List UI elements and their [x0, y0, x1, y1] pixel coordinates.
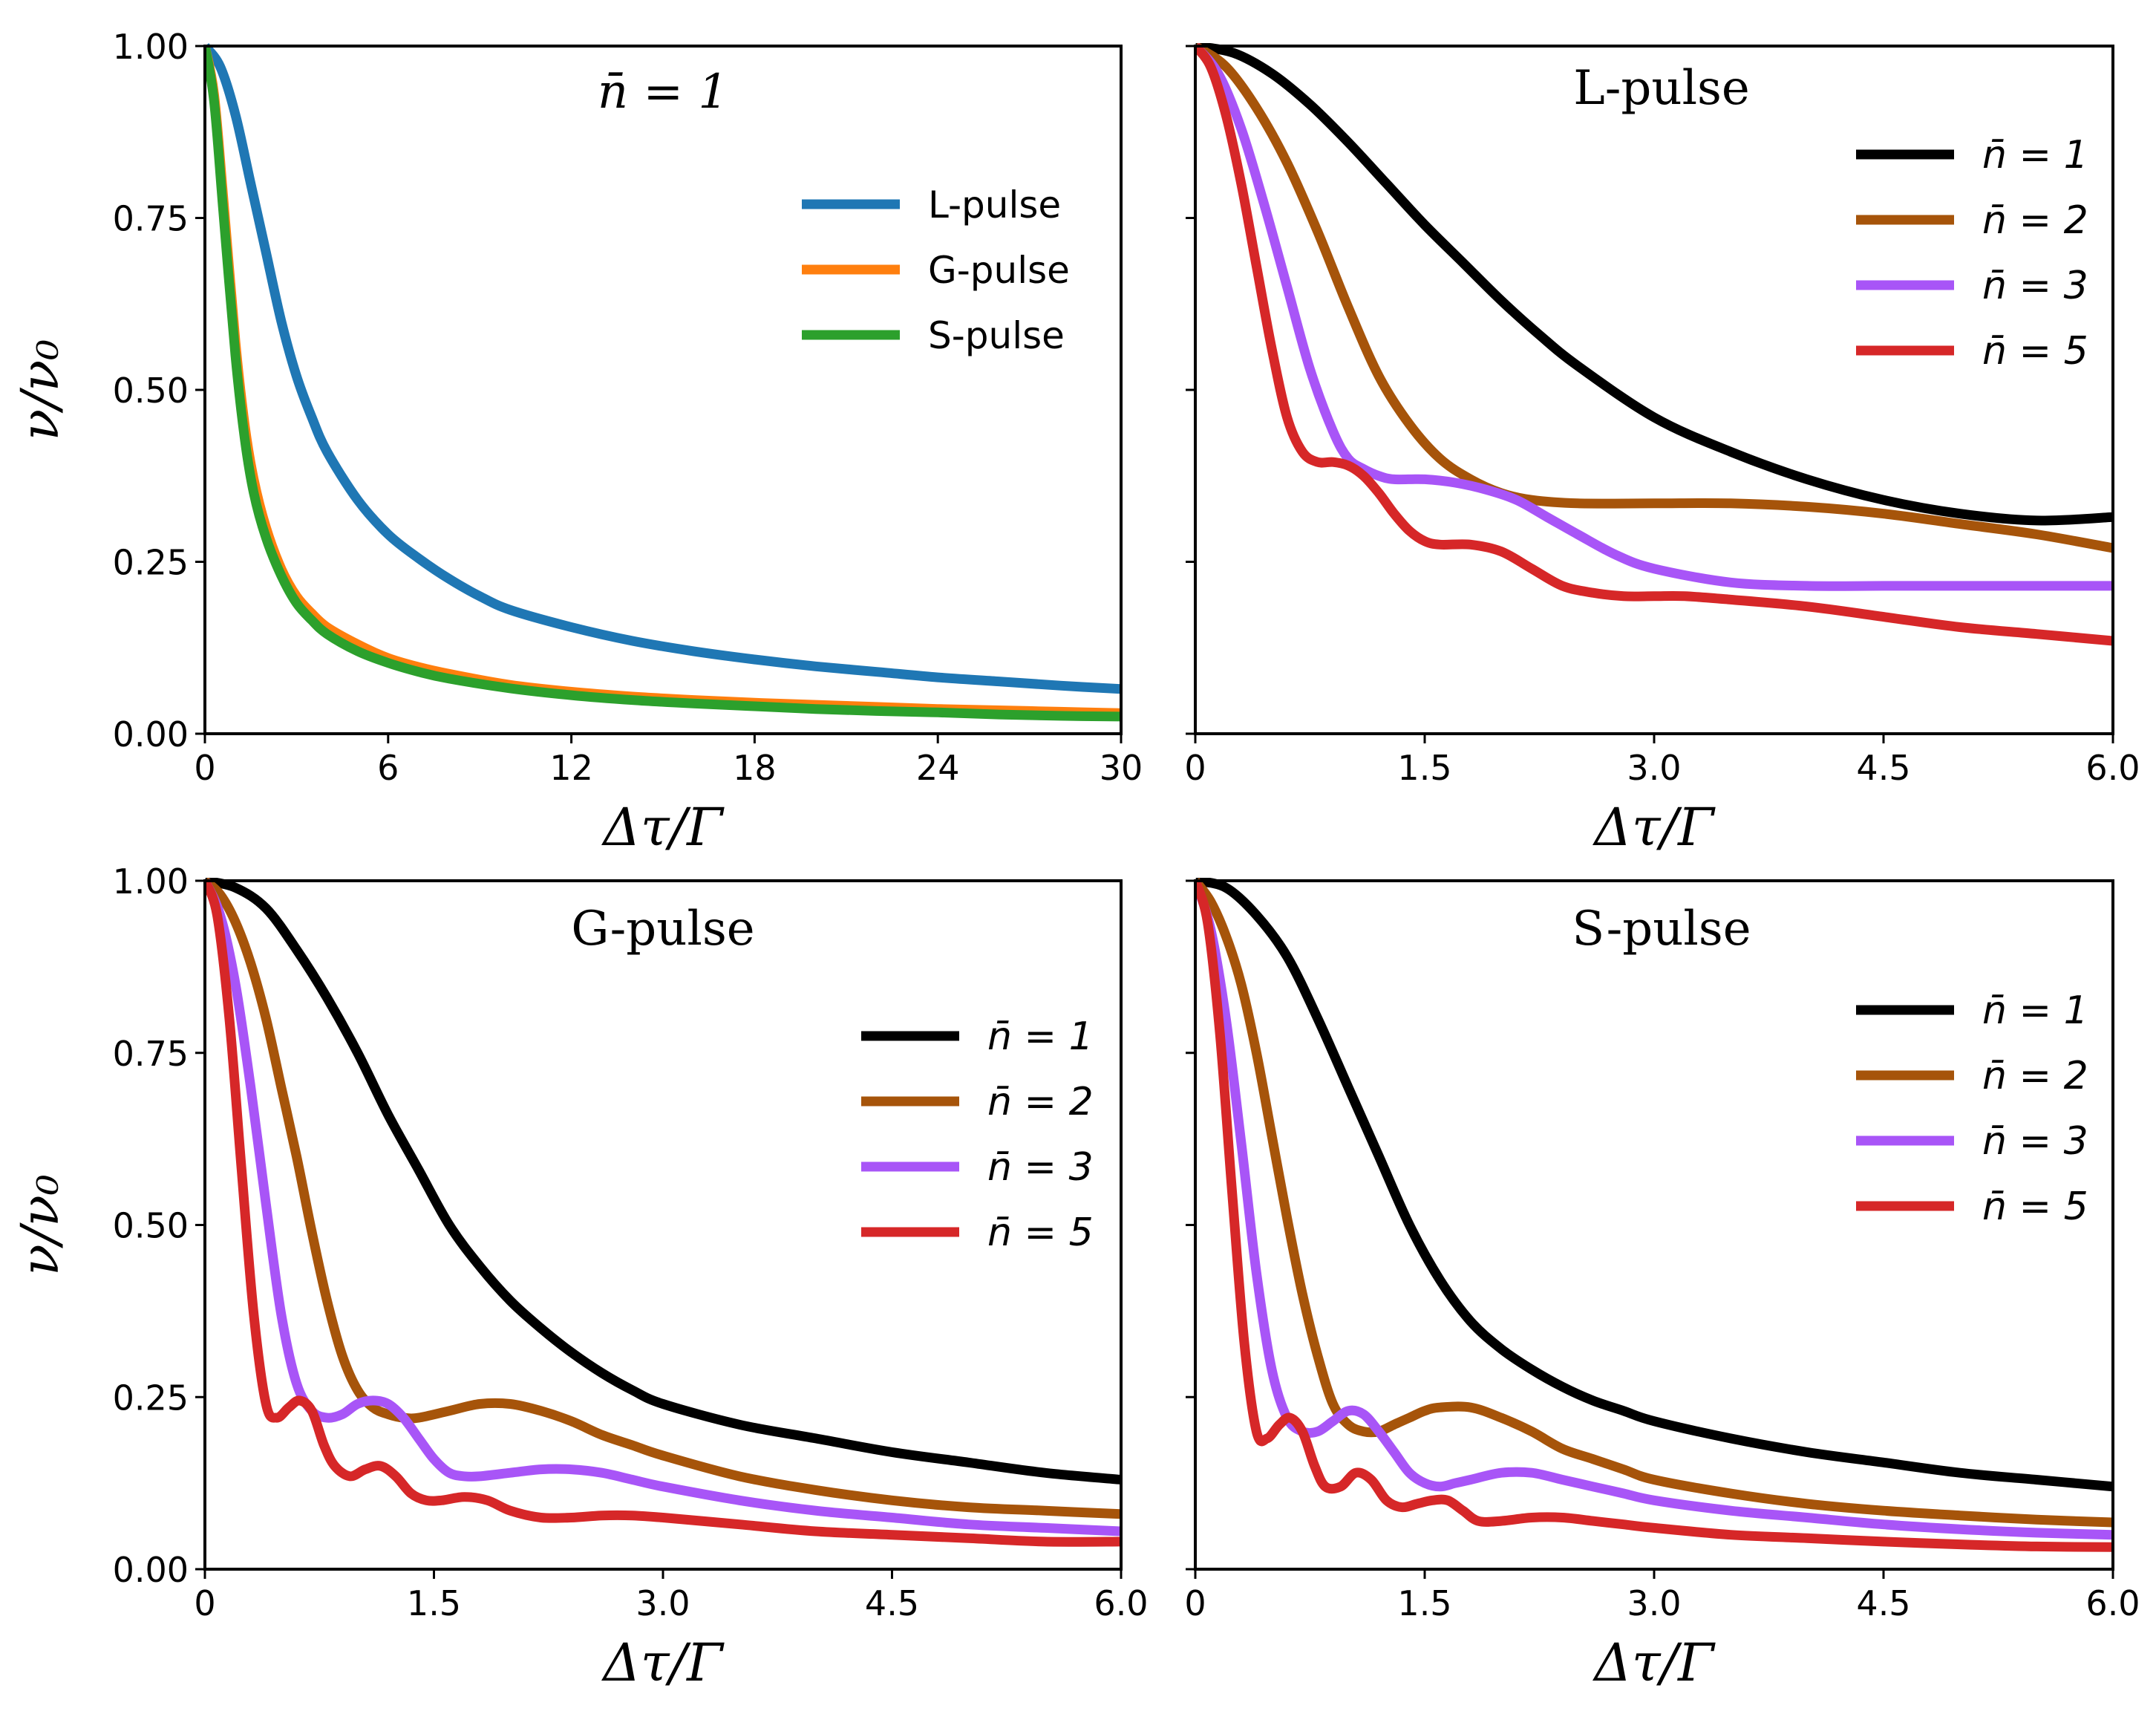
x-tick-label: 3.0 — [636, 1583, 690, 1623]
panel-title: G-pulse — [571, 902, 754, 957]
legend-entry-label: n̄ = 3 — [987, 1145, 1094, 1190]
series-line-4 — [1195, 879, 2113, 1552]
series-line-3 — [1195, 879, 2113, 1540]
x-tick-label: 0 — [1184, 1583, 1206, 1623]
x-tick-label: 0 — [194, 748, 215, 788]
x-axis-label: Δτ/Γ — [1592, 797, 1716, 858]
legend-entry-label: n̄ = 1 — [1982, 988, 2088, 1033]
series-line-4 — [1195, 43, 2113, 646]
series-group — [205, 878, 1121, 1547]
x-axis-label: Δτ/Γ — [601, 797, 725, 858]
legend-entry-label: n̄ = 5 — [987, 1210, 1094, 1255]
legend-entry-label: n̄ = 1 — [987, 1014, 1094, 1059]
y-tick-label: 0.00 — [113, 714, 189, 755]
x-tick-label: 0 — [194, 1583, 215, 1623]
x-axis-label: Δτ/Γ — [601, 1632, 725, 1693]
x-tick-label: 1.5 — [407, 1583, 461, 1623]
x-tick-label: 0 — [1184, 748, 1206, 788]
legend: n̄ = 1 n̄ = 2 n̄ = 3 n̄ = 5 — [1856, 988, 2088, 1229]
legend-entry-label: S-pulse — [928, 314, 1065, 357]
y-axis-label: ν/ν₀ — [10, 1174, 71, 1276]
panel-title: S-pulse — [1572, 902, 1751, 957]
series-line-3 — [205, 879, 1121, 1537]
series-line-1 — [205, 878, 1121, 1485]
y-axis-label: ν/ν₀ — [10, 339, 71, 441]
series-line-1 — [1195, 878, 2113, 1492]
legend-entry-label: n̄ = 2 — [987, 1080, 1094, 1124]
panel-top-left: 0 6 12 18 24 30 0.00 0.25 0.50 0.75 1.00 Δτ/Γ ν/ν₀ n̄… — [10, 27, 1143, 858]
panels: 0 6 12 18 24 30 0.00 0.25 0.50 0.75 1.00 Δτ/Γ ν/ν₀ n̄… — [10, 27, 2140, 1693]
series-line-1 — [205, 43, 1121, 694]
legend-entry-label: n̄ = 2 — [1982, 1054, 2088, 1098]
x-tick-label: 24 — [916, 748, 960, 788]
x-tick-label: 6.0 — [2085, 1583, 2140, 1623]
x-tick-label: 4.5 — [1856, 748, 1910, 788]
series-line-3 — [205, 45, 1121, 722]
y-tick-label: 0.25 — [113, 543, 189, 583]
y-tick-label: 0.25 — [113, 1378, 189, 1418]
series-group — [205, 43, 1121, 722]
series-line-3 — [1195, 43, 2113, 591]
y-tick-label: 0.75 — [113, 199, 189, 239]
x-tick-label: 30 — [1100, 748, 1143, 788]
y-tick-label: 0.75 — [113, 1034, 189, 1074]
y-tick-label: 0.50 — [113, 1206, 189, 1246]
series-line-1 — [1195, 43, 2113, 526]
x-tick-label: 1.5 — [1397, 1583, 1451, 1623]
legend-entry-label: n̄ = 3 — [1982, 264, 2088, 308]
y-tick-label: 0.00 — [113, 1550, 189, 1590]
x-tick-label: 1.5 — [1397, 748, 1451, 788]
legend-entry-label: G-pulse — [928, 249, 1070, 292]
series-group — [1195, 43, 2113, 646]
series-line-4 — [205, 879, 1121, 1547]
x-tick-label: 6.0 — [2085, 748, 2140, 788]
legend: n̄ = 1 n̄ = 2 n̄ = 3 n̄ = 5 — [861, 1014, 1094, 1255]
legend-entry-label: n̄ = 1 — [1982, 133, 2088, 177]
panel-title: L-pulse — [1573, 61, 1750, 116]
x-tick-label: 4.5 — [865, 1583, 919, 1623]
panel-title: n̄ = 1 — [598, 65, 728, 120]
x-tick-label: 6 — [377, 748, 399, 788]
x-tick-label: 12 — [549, 748, 593, 788]
legend-entry-label: n̄ = 5 — [1982, 1185, 2088, 1229]
legend-entry-label: n̄ = 5 — [1982, 329, 2088, 374]
x-tick-label: 3.0 — [1627, 748, 1681, 788]
y-tick-label: 1.00 — [113, 861, 189, 902]
legend-entry-label: L-pulse — [928, 183, 1061, 227]
y-tick-label: 1.00 — [113, 27, 189, 67]
legend-entry-label: n̄ = 3 — [1982, 1119, 2088, 1164]
y-tick-label: 0.50 — [113, 371, 189, 411]
panel-bottom-left: 0 1.5 3.0 4.5 6.0 0.00 0.25 0.50 0.75 1.00 Δτ/Γ ν/ν… — [10, 861, 1149, 1693]
legend: L-pulse G-pulse S-pulse — [802, 183, 1070, 357]
series-line-2 — [205, 878, 1121, 1519]
x-tick-label: 4.5 — [1856, 1583, 1910, 1623]
x-tick-label: 3.0 — [1627, 1583, 1681, 1623]
legend-entry-label: n̄ = 2 — [1982, 198, 2088, 243]
series-group — [1195, 878, 2113, 1552]
x-tick-label: 18 — [733, 748, 777, 788]
x-tick-label: 6.0 — [1094, 1583, 1148, 1623]
series-line-2 — [1195, 878, 2113, 1528]
legend: n̄ = 1 n̄ = 2 n̄ = 3 n̄ = 5 — [1856, 133, 2088, 374]
x-axis-label: Δτ/Γ — [1592, 1632, 1716, 1693]
